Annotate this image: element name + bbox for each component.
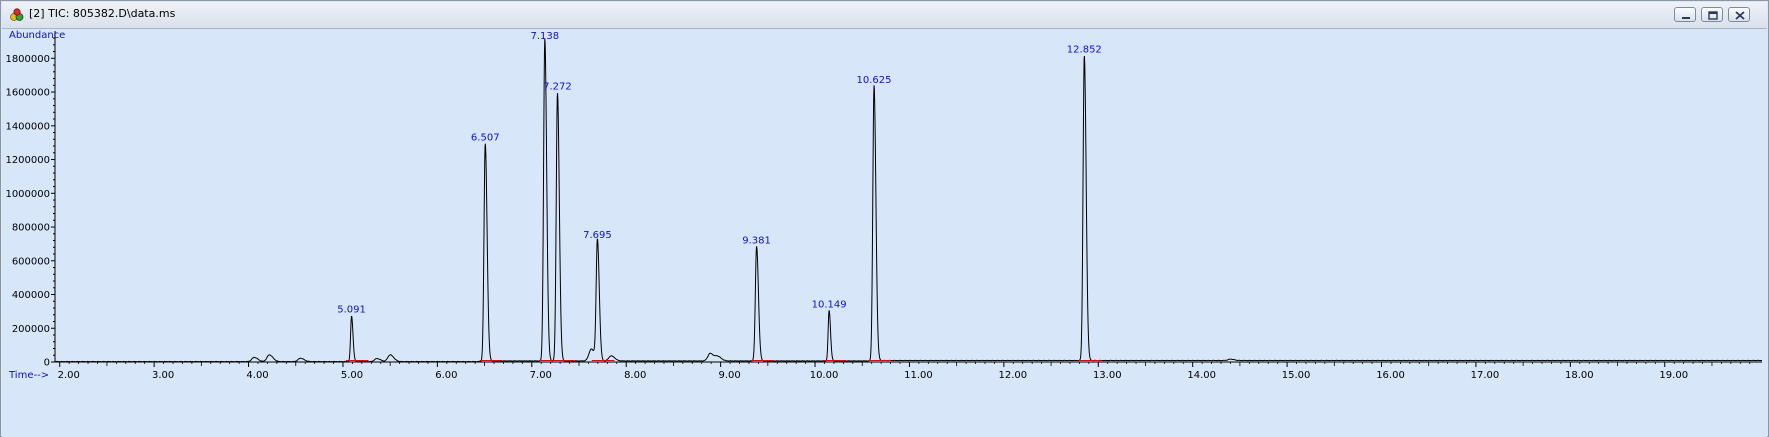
restore-button[interactable]	[1701, 7, 1723, 22]
x-axis-title: Time-->	[8, 370, 49, 381]
close-button[interactable]	[1728, 7, 1750, 22]
peak-label: 7.272	[543, 82, 572, 93]
x-tick-label: 8.00	[624, 370, 646, 381]
chromatogram-chart: Abundance Time-->0 200000 400000 600000 80000…	[5, 30, 1762, 381]
x-tick-label: 15.00	[1282, 370, 1311, 381]
x-tick-label: 18.00	[1565, 370, 1594, 381]
x-tick-label: 3.00	[152, 370, 174, 381]
x-tick-label: 10.00	[810, 370, 839, 381]
minimize-button[interactable]	[1674, 7, 1696, 22]
x-tick-label: 13.00	[1093, 370, 1122, 381]
x-tick-label: 19.00	[1659, 370, 1688, 381]
y-tick-label: 1000000	[5, 189, 50, 200]
peak-label: 7.695	[583, 230, 612, 241]
peak-label: 12.852	[1067, 45, 1102, 56]
y-axis-title: Abundance	[9, 30, 65, 41]
chart-marks: 5.091 6.507 7.138 7.272 7.695 9.381 10.149 10.6…	[54, 31, 1762, 363]
y-tick-label: 800000	[12, 223, 50, 234]
restore-icon	[1708, 11, 1718, 20]
axes: Abundance Time-->0 200000 400000 600000 80000…	[5, 30, 1762, 381]
x-tick-label: 14.00	[1187, 370, 1216, 381]
x-tick-label: 17.00	[1471, 370, 1500, 381]
peak-label: 5.091	[337, 304, 366, 315]
title-bar[interactable]: [2] TIC: 805382.D\data.ms	[2, 2, 1767, 29]
plot-area: Abundance Time--> 0 200000 400000 600000 80000…	[2, 29, 1767, 437]
y-tick-label: 200000	[12, 324, 50, 335]
peak-label: 10.149	[812, 299, 847, 310]
y-tick-label: 1800000	[5, 54, 50, 65]
x-tick-label: 11.00	[904, 370, 933, 381]
x-tick-label: 12.00	[999, 370, 1028, 381]
x-tick-label: 4.00	[246, 370, 268, 381]
y-tick-label: 1600000	[5, 88, 50, 99]
minimize-icon	[1682, 17, 1690, 19]
x-tick-label: 16.00	[1376, 370, 1405, 381]
window-title: [2] TIC: 805382.D\data.ms	[29, 7, 176, 20]
peak-label: 10.625	[857, 75, 892, 86]
x-tick-label: 7.00	[530, 370, 552, 381]
close-icon	[1735, 11, 1745, 20]
x-tick-label: 9.00	[718, 370, 740, 381]
x-tick-label: 6.00	[435, 370, 457, 381]
x-tick-label: 2.00	[58, 370, 80, 381]
peak-label: 7.138	[530, 31, 559, 42]
peak-label: 9.381	[742, 235, 771, 246]
x-tick-label: 5.00	[341, 370, 363, 381]
y-tick-label: 1400000	[5, 121, 50, 132]
y-tick-label: 600000	[12, 256, 50, 267]
peak-label: 6.507	[471, 132, 500, 143]
y-tick-label: 1200000	[5, 155, 50, 166]
tic-trace-line	[54, 38, 1762, 363]
y-tick-label: 0	[44, 358, 50, 369]
y-tick-label: 400000	[12, 290, 50, 301]
chromatogram-app-icon	[10, 8, 24, 21]
